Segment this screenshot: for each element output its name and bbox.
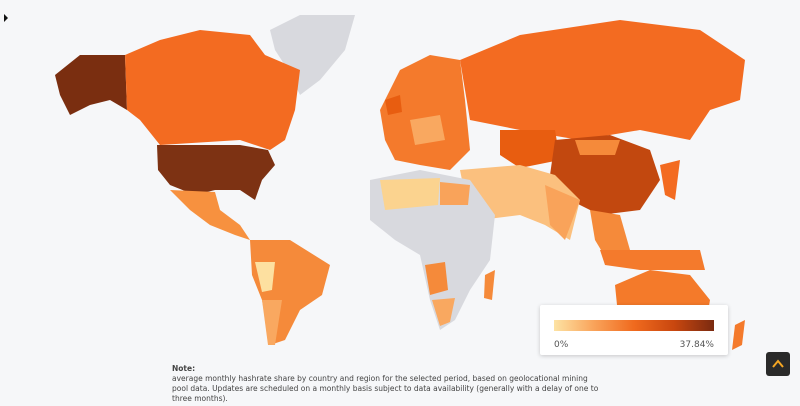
egypt bbox=[440, 182, 470, 205]
chile-argentina bbox=[262, 300, 282, 345]
japan bbox=[660, 160, 680, 200]
canada bbox=[125, 30, 300, 150]
russia bbox=[460, 20, 745, 140]
legend: 0% 37.84% bbox=[540, 305, 728, 355]
uk bbox=[385, 95, 402, 115]
africa bbox=[370, 170, 495, 330]
usa bbox=[157, 145, 275, 200]
central-europe bbox=[410, 115, 445, 145]
legend-gradient bbox=[554, 320, 714, 331]
mongolia bbox=[575, 140, 620, 155]
kazakhstan bbox=[500, 130, 560, 168]
expand-arrow bbox=[4, 14, 8, 22]
note-title: Note: bbox=[172, 364, 196, 373]
alaska bbox=[55, 55, 127, 115]
mexico bbox=[170, 190, 250, 240]
peru bbox=[255, 262, 275, 292]
indonesia bbox=[600, 250, 705, 270]
legend-max: 37.84% bbox=[679, 340, 714, 350]
legend-min: 0% bbox=[554, 340, 569, 350]
south-america bbox=[250, 240, 330, 345]
madagascar bbox=[484, 270, 495, 300]
chevron-icon bbox=[772, 359, 784, 368]
china bbox=[550, 135, 660, 215]
europe bbox=[380, 55, 470, 170]
india bbox=[545, 185, 580, 240]
new-zealand bbox=[732, 320, 745, 350]
south-africa bbox=[432, 298, 455, 326]
note: Note: average monthly hashrate share by … bbox=[172, 364, 602, 404]
scroll-top-button[interactable] bbox=[766, 352, 790, 376]
north-africa bbox=[380, 178, 440, 210]
angola bbox=[425, 262, 448, 295]
note-text: average monthly hashrate share by countr… bbox=[172, 374, 599, 403]
